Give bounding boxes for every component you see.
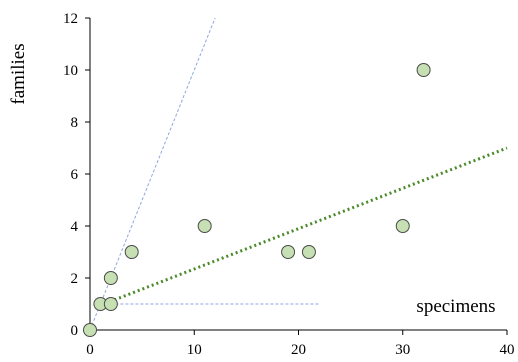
data-point: [103, 297, 118, 311]
x-tick-label: 0: [86, 342, 94, 358]
y-tick-label: 8: [71, 115, 79, 131]
data-point: [301, 245, 316, 259]
y-tick-label: 2: [71, 271, 79, 287]
trendline: [99, 146, 508, 307]
x-axis-label: specimens: [416, 296, 495, 317]
x-tick-label: 10: [187, 342, 202, 358]
x-axis-ticks: 0 10 20 30 40: [86, 330, 515, 358]
x-tick-label: 20: [291, 342, 306, 358]
y-tick-label: 0: [71, 323, 79, 339]
data-point: [395, 219, 410, 233]
y-tick-label: 12: [63, 11, 78, 27]
y-axis-label: families: [8, 43, 29, 104]
reference-lines: [89, 17, 320, 331]
data-points: [83, 63, 431, 337]
data-point: [83, 323, 97, 337]
trendline-group: [99, 146, 508, 307]
y-axis-ticks: 0 2 4 6 8 10 12: [63, 11, 90, 339]
data-point: [197, 219, 212, 233]
x-tick-label: 30: [395, 342, 410, 358]
y-tick-label: 6: [71, 167, 79, 183]
data-point: [416, 63, 431, 77]
data-point: [124, 245, 139, 259]
x-tick-label: 40: [500, 342, 515, 358]
y-tick-label: 4: [71, 219, 79, 235]
axes: [89, 18, 507, 331]
y-tick-label: 10: [63, 63, 78, 79]
data-point: [281, 245, 296, 259]
data-point: [103, 271, 118, 285]
